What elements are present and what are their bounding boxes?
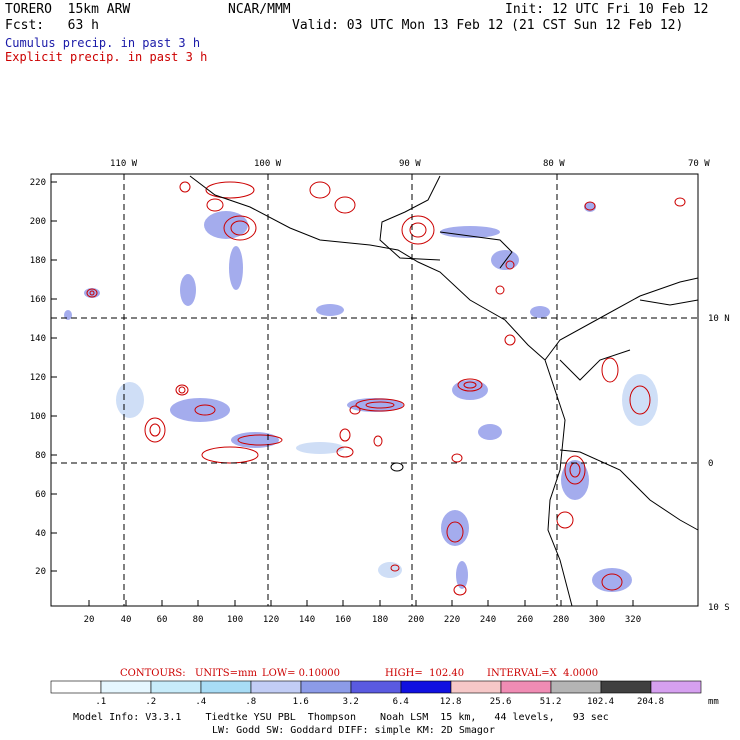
scale-label: 25.6 [489,697,512,707]
x-tick-280: 280 [553,615,569,625]
scale-label: .2 [145,697,157,707]
x-tick-80: 80 [193,615,204,625]
lon-label-80w: 80 W [543,159,565,169]
lon-label-110w: 110 W [110,159,138,169]
y-tick-20: 20 [35,567,46,577]
scale-swatch [50,680,102,694]
x-tick-140: 140 [299,615,315,625]
y-tick-100: 100 [30,412,46,422]
graticule [51,174,698,606]
scale-label: .4 [195,697,207,707]
x-tick-180: 180 [372,615,388,625]
contours-units: UNITS=mm [195,668,257,679]
contours-label: CONTOURS: [120,668,186,679]
x-tick-260: 260 [517,615,533,625]
model-name: TORERO 15km ARW [5,2,131,17]
scale-swatch [200,680,252,694]
lat-label-10s: 10 S [708,603,730,613]
x-tick-100: 100 [227,615,243,625]
y-tick-220: 220 [30,178,46,188]
axis-ticks [51,181,634,606]
contours-interval: INTERVAL=X 4.0000 [487,668,599,679]
scale-swatch [150,680,202,694]
scale-label: 1.6 [292,697,309,707]
x-tick-60: 60 [157,615,168,625]
scale-swatch [650,680,702,694]
x-tick-labels: 20 40 60 80 100 120 140 160 180 200 220 … [84,615,642,625]
scale-swatch [400,680,452,694]
scale-swatch [450,680,502,694]
x-tick-20: 20 [84,615,95,625]
scale-label: 51.2 [539,697,562,707]
lat-label-10n: 10 N [708,314,730,324]
scale-swatch [300,680,352,694]
model-info-line1: Model Info: V3.3.1 Tiedtke YSU PBL Thomp… [73,712,609,723]
scale-label: 204.8 [637,697,665,707]
scale-swatch [250,680,302,694]
forecast-hour: Fcst: 63 h [5,18,99,33]
valid-time: Valid: 03 UTC Mon 13 Feb 12 (21 CST Sun … [292,18,684,33]
coastlines [189,175,699,607]
x-tick-120: 120 [263,615,279,625]
scale-swatch [350,680,402,694]
scale-swatch [100,680,152,694]
explicit-legend: Explicit precip. in past 3 h [5,50,208,64]
model-info-line2: LW: Godd SW: Goddard DIFF: simple KM: 2D… [212,725,495,736]
cumulus-precip-areas [64,202,658,592]
y-tick-120: 120 [30,373,46,383]
x-tick-320: 320 [625,615,641,625]
lon-label-100w: 100 W [254,159,282,169]
y-tick-80: 80 [35,451,46,461]
scale-swatch [550,680,602,694]
y-tick-140: 140 [30,334,46,344]
scale-label: 6.4 [392,697,409,707]
y-tick-40: 40 [35,529,46,539]
x-tick-240: 240 [480,615,496,625]
scale-label: .8 [245,697,257,707]
color-scale-bar [50,680,702,694]
scale-label: 12.8 [439,697,462,707]
init-time: Init: 12 UTC Fri 10 Feb 12 [505,2,709,17]
x-tick-40: 40 [121,615,132,625]
lon-label-90w: 90 W [399,159,421,169]
y-tick-180: 180 [30,256,46,266]
x-tick-200: 200 [408,615,424,625]
x-tick-220: 220 [444,615,460,625]
scale-label: .1 [95,697,107,707]
scale-swatch [500,680,552,694]
scale-label: 3.2 [342,697,359,707]
organization: NCAR/MMM [228,2,291,17]
lon-label-70w: 70 W [688,159,710,169]
y-tick-labels: 20 40 60 80 100 120 140 160 180 200 220 [30,178,46,577]
contours-high: HIGH= 102.40 [385,668,465,679]
scale-label: 102.4 [587,697,615,707]
scale-swatch [600,680,652,694]
contours-low: LOW= 0.10000 [262,668,341,679]
x-tick-160: 160 [335,615,351,625]
scale-unit: mm [708,697,719,707]
map-frame [50,173,699,607]
y-tick-160: 160 [30,295,46,305]
y-tick-200: 200 [30,217,46,227]
cumulus-legend: Cumulus precip. in past 3 h [5,36,201,50]
x-tick-300: 300 [589,615,605,625]
lat-label-0: 0 [708,459,713,469]
y-tick-60: 60 [35,490,46,500]
